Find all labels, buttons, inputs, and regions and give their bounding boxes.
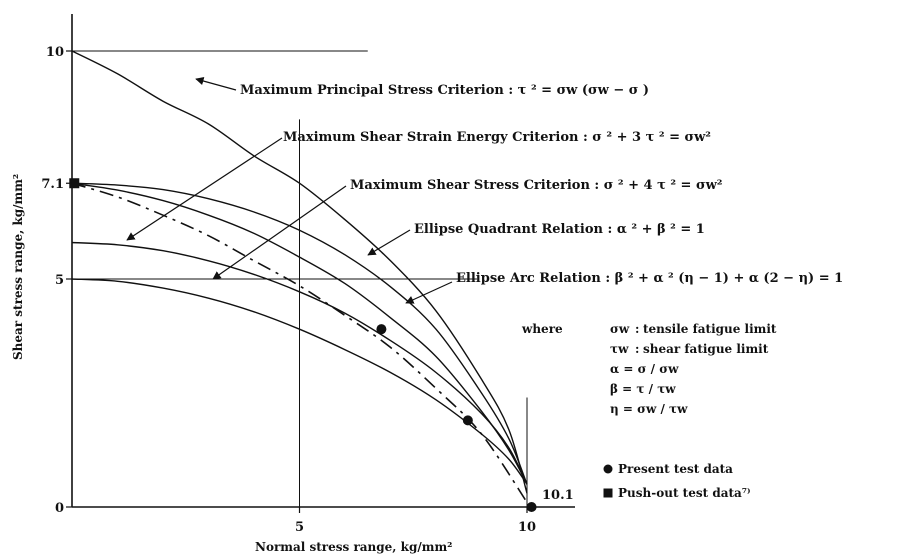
pushout-test-point-0: [69, 178, 80, 189]
curve-maximum-principal-stress-criterion: [71, 50, 528, 494]
definition-text-0: tensile fatigue limit: [643, 322, 777, 336]
present-test-point-0: [376, 324, 387, 335]
arrow-max-shear-stress: [212, 185, 347, 280]
y-tick-label-3: 10: [46, 45, 64, 60]
label-max-shear-strain-energy: Maximum Shear Strain Energy Criterion : …: [283, 130, 711, 145]
curve-ellipse-arc-relation: [71, 182, 528, 485]
arrow-max-principal-stress: [195, 76, 237, 91]
y-axis-label: Shear stress range, kg/mm²: [11, 174, 25, 360]
definition-symbol-4: η = σw / τw: [610, 402, 688, 416]
label-max-shear-stress: Maximum Shear Stress Criterion : σ ² + 4…: [350, 178, 722, 193]
present-test-point-1: [462, 415, 473, 426]
present-test-point-2: [526, 502, 537, 512]
curve-maximum-shear-stress-criterion: [71, 278, 528, 485]
definition-symbol-2: α = σ / σw: [610, 362, 679, 376]
label-ellipse-arc: Ellipse Arc Relation : β ² + α ² (η − 1)…: [456, 271, 843, 286]
curve-maximum-shear-strain-energy-criterion: [71, 241, 528, 485]
legend-marker-present: [603, 464, 613, 474]
legend-label-pushout: Push-out test data⁷⁾: [618, 486, 751, 500]
x-tick-label-1: 10: [518, 520, 536, 535]
curve-dashed-fit: [71, 182, 528, 503]
arrow-ellipse-quadrant: [367, 229, 411, 256]
criterion-curves: [71, 50, 528, 503]
tick-labels: 5 10 0 5 7.1 10: [41, 45, 536, 535]
y-tick-label-2: 7.1: [41, 177, 64, 192]
legend-marker-pushout: [603, 488, 613, 498]
legend-label-present: Present test data: [618, 462, 733, 476]
definition-text-1: shear fatigue limit: [643, 342, 769, 356]
y-tick-label-0: 0: [55, 501, 64, 516]
data-markers: [69, 178, 537, 512]
definition-sep-0: :: [635, 322, 639, 336]
curve-ellipse-quadrant-relation: [71, 182, 528, 485]
x-tick-label-0: 5: [295, 520, 304, 535]
definition-symbol-3: β = τ / τw: [610, 382, 676, 396]
symbol-definitions: σw: tensile fatigue limit τw: shear fatigue…: [610, 322, 777, 416]
legend: Present test data Push-out test data⁷⁾: [603, 462, 751, 500]
label-max-principal-stress: Maximum Principal Stress Criterion : τ ²…: [240, 83, 649, 98]
x-axis-label: Normal stress range, kg/mm²: [255, 540, 452, 554]
point-label-10-1: 10.1: [542, 488, 574, 503]
definition-symbol-0: σw: [610, 322, 630, 336]
definition-symbol-1: τw: [610, 342, 629, 356]
where-label: where: [521, 322, 563, 336]
arrow-ellipse-arc: [405, 281, 453, 304]
y-tick-label-1: 5: [55, 273, 64, 288]
arrow-max-shear-strain-energy: [126, 137, 283, 241]
guide-lines: [72, 50, 528, 507]
curve-annotations: Maximum Principal Stress Criterion : τ ²…: [126, 76, 843, 304]
label-ellipse-quadrant: Ellipse Quadrant Relation : α ² + β ² = …: [414, 222, 705, 237]
definition-sep-1: :: [635, 342, 639, 356]
